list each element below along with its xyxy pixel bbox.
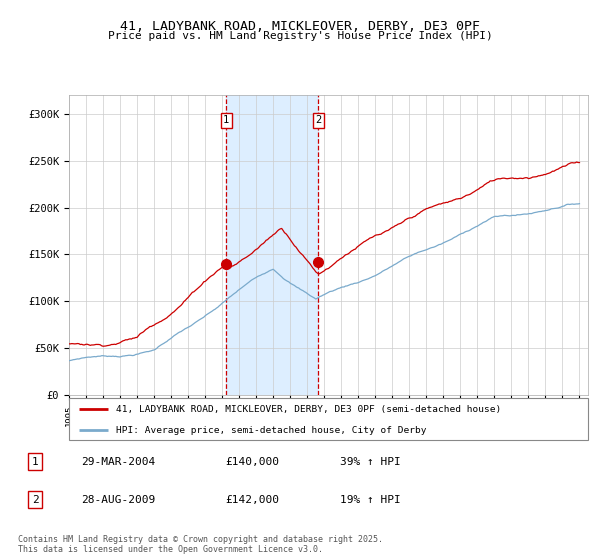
FancyBboxPatch shape [69,398,588,440]
Text: 19% ↑ HPI: 19% ↑ HPI [340,494,401,505]
Text: 28-AUG-2009: 28-AUG-2009 [81,494,155,505]
Text: £142,000: £142,000 [225,494,279,505]
Text: £140,000: £140,000 [225,457,279,467]
Text: 1: 1 [223,115,229,125]
Text: 41, LADYBANK ROAD, MICKLEOVER, DERBY, DE3 0PF: 41, LADYBANK ROAD, MICKLEOVER, DERBY, DE… [120,20,480,32]
Text: 41, LADYBANK ROAD, MICKLEOVER, DERBY, DE3 0PF (semi-detached house): 41, LADYBANK ROAD, MICKLEOVER, DERBY, DE… [116,405,501,414]
Text: 1: 1 [32,457,38,467]
Text: 39% ↑ HPI: 39% ↑ HPI [340,457,401,467]
Text: Price paid vs. HM Land Registry's House Price Index (HPI): Price paid vs. HM Land Registry's House … [107,31,493,41]
Text: HPI: Average price, semi-detached house, City of Derby: HPI: Average price, semi-detached house,… [116,426,426,435]
Text: 29-MAR-2004: 29-MAR-2004 [81,457,155,467]
Text: 2: 2 [315,115,322,125]
Text: 2: 2 [32,494,38,505]
Text: Contains HM Land Registry data © Crown copyright and database right 2025.
This d: Contains HM Land Registry data © Crown c… [18,535,383,554]
Bar [226,95,318,395]
